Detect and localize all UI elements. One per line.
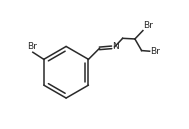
Text: Br: Br <box>150 47 160 56</box>
Text: Br: Br <box>143 21 153 30</box>
Text: N: N <box>112 42 119 51</box>
Text: Br: Br <box>27 42 37 51</box>
